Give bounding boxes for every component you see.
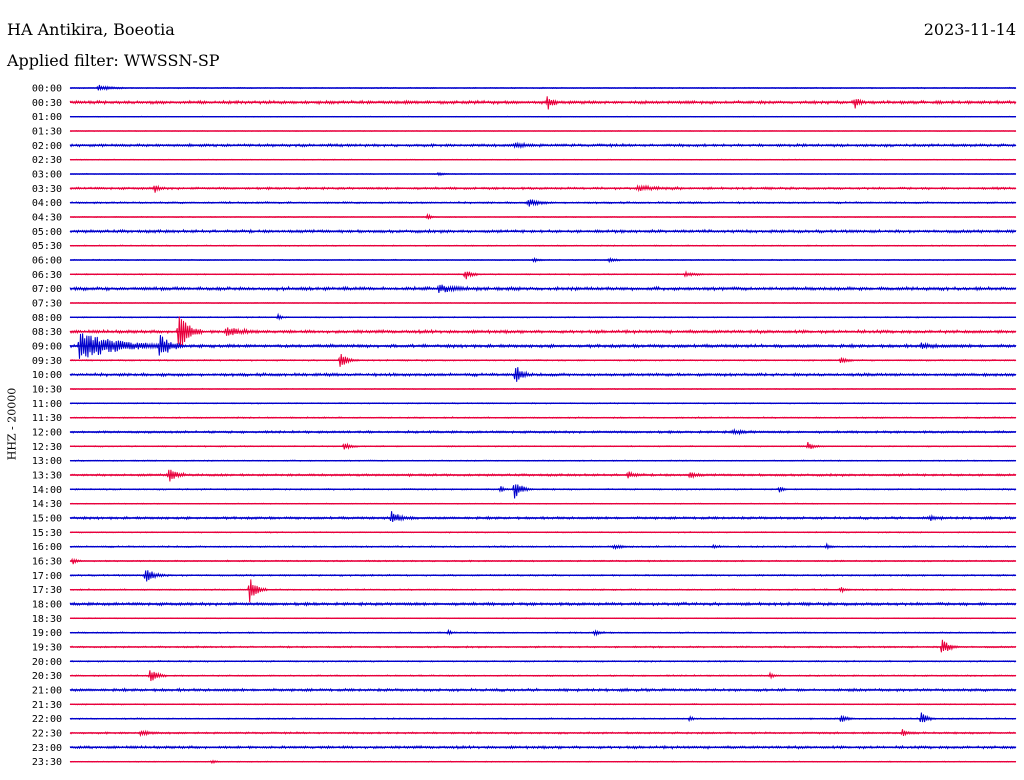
trace-1500 xyxy=(69,511,1017,522)
time-tick-label: 17:30 xyxy=(32,585,62,596)
time-tick-label: 16:30 xyxy=(32,556,62,567)
filter-label: Applied filter: WWSSN-SP xyxy=(7,51,220,70)
time-tick-label: 23:30 xyxy=(32,757,62,768)
time-tick-label: 09:00 xyxy=(32,341,62,352)
time-tick-label: 17:00 xyxy=(32,571,62,582)
time-tick-label: 05:00 xyxy=(32,227,62,238)
time-tick-label: 16:00 xyxy=(32,542,62,553)
time-tick-label: 00:30 xyxy=(32,98,62,109)
time-tick-label: 14:30 xyxy=(32,499,62,510)
time-tick-label: 08:00 xyxy=(32,313,62,324)
trace-1930 xyxy=(69,639,1017,653)
time-tick-label: 06:30 xyxy=(32,270,62,281)
time-tick-label: 02:00 xyxy=(32,141,62,152)
time-tick-label: 13:30 xyxy=(32,470,62,481)
time-tick-label: 23:00 xyxy=(32,743,62,754)
time-tick-label: 18:00 xyxy=(32,599,62,610)
time-tick-label: 05:30 xyxy=(32,241,62,252)
time-tick-label: 19:30 xyxy=(32,642,62,653)
time-tick-label: 04:30 xyxy=(32,212,62,223)
time-tick-label: 01:00 xyxy=(32,112,62,123)
time-tick-label: 03:30 xyxy=(32,184,62,195)
trace-1730 xyxy=(69,579,1017,603)
time-tick-label: 03:00 xyxy=(32,169,62,180)
time-tick-label: 08:30 xyxy=(32,327,62,338)
time-tick-label: 14:00 xyxy=(32,485,62,496)
time-tick-label: 02:30 xyxy=(32,155,62,166)
time-tick-label: 01:30 xyxy=(32,126,62,137)
trace-1630 xyxy=(69,557,1017,565)
time-tick-label: 11:00 xyxy=(32,399,62,410)
time-tick-label: 12:30 xyxy=(32,442,62,453)
trace-0630 xyxy=(69,270,1017,280)
time-tick-label: 21:30 xyxy=(32,700,62,711)
time-tick-label: 11:30 xyxy=(32,413,62,424)
time-tick-label: 22:30 xyxy=(32,728,62,739)
time-tick-label: 07:00 xyxy=(32,284,62,295)
time-tick-label: 20:00 xyxy=(32,657,62,668)
time-tick-label: 04:00 xyxy=(32,198,62,209)
time-tick-label: 09:30 xyxy=(32,356,62,367)
trace-2200 xyxy=(69,712,1017,723)
time-tick-label: 00:00 xyxy=(32,84,62,95)
time-tick-label: 19:00 xyxy=(32,628,62,639)
time-tick-label: 18:30 xyxy=(32,614,62,625)
chart-date: 2023-11-14 xyxy=(923,20,1016,39)
time-tick-label: 20:30 xyxy=(32,671,62,682)
time-tick-label: 13:00 xyxy=(32,456,62,467)
trace-0330 xyxy=(69,184,1017,193)
trace-1400 xyxy=(69,484,1017,499)
time-tick-label: 06:00 xyxy=(32,255,62,266)
time-tick-label: 07:30 xyxy=(32,298,62,309)
station-title: HA Antikira, Boeotia xyxy=(7,20,175,39)
time-tick-label: 10:30 xyxy=(32,384,62,395)
time-tick-label: 22:00 xyxy=(32,714,62,725)
time-tick-label: 15:30 xyxy=(32,528,62,539)
time-tick-label: 15:00 xyxy=(32,513,62,524)
time-tick-label: 21:00 xyxy=(32,685,62,696)
time-tick-label: 12:00 xyxy=(32,427,62,438)
time-tick-label: 10:00 xyxy=(32,370,62,381)
